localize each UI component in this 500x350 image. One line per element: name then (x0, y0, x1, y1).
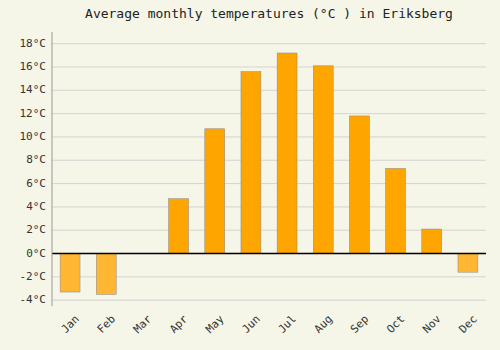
bar (205, 129, 225, 254)
chart: -4°C -2°C 0°C 2°C 4°C 6°C 8°C 10°C 12°C 14°C 16°C 1… (0, 0, 500, 350)
x-tick-label: Mar (131, 312, 155, 336)
bar (422, 229, 442, 253)
x-tick-label: Oct (384, 313, 407, 336)
grid-line (52, 230, 486, 231)
bar (96, 254, 116, 295)
bar (169, 199, 189, 254)
chart-container: -4°C -2°C 0°C 2°C 4°C 6°C 8°C 10°C 12°C 14°C 16°C 1… (0, 0, 500, 350)
grid-line (52, 300, 486, 301)
x-tick-label: Jan (59, 313, 82, 336)
grid-line (52, 113, 486, 114)
x-tick-label: Jun (239, 313, 262, 336)
grid-line (52, 253, 486, 254)
x-tick-label: May (203, 312, 227, 336)
y-tick-label: 10°C (20, 130, 47, 143)
y-tick-label: 0°C (26, 247, 46, 260)
y-tick-label: 16°C (20, 60, 47, 73)
grid-line (52, 160, 486, 161)
y-tick-label: 18°C (20, 37, 47, 50)
background (0, 0, 500, 350)
x-axis-ticks: Jan Feb Mar Apr May Jun Jul Aug Sep Oct Nov Dec (59, 312, 480, 336)
grid-line (52, 276, 486, 277)
y-axis-ticks: -4°C -2°C 0°C 2°C 4°C 6°C 8°C 10°C 12°C 14°C 16°C 1… (20, 37, 47, 307)
y-axis-line (52, 32, 53, 306)
y-tick-label: -4°C (20, 293, 47, 306)
grid (52, 44, 486, 301)
y-tick-label: 14°C (20, 83, 47, 96)
x-tick-label: Sep (348, 313, 371, 336)
y-tick-label: 4°C (26, 200, 46, 213)
y-tick-label: -2°C (20, 270, 47, 283)
x-tick-label: Apr (167, 312, 191, 336)
x-tick-label: Nov (420, 312, 444, 336)
grid-line (52, 206, 486, 207)
x-tick-label: Jul (276, 313, 299, 336)
y-tick-label: 6°C (26, 177, 46, 190)
bar (60, 254, 80, 292)
x-tick-label: Dec (456, 313, 479, 336)
x-tick-label: Aug (312, 313, 335, 336)
y-tick-label: 12°C (20, 107, 47, 120)
bar (313, 66, 333, 254)
title: Average monthly temperatures (°C ) in Er… (85, 6, 453, 21)
grid-line (52, 90, 486, 91)
bar (277, 53, 297, 254)
grid-line (52, 43, 486, 44)
y-tick-label: 8°C (26, 153, 46, 166)
bars (60, 53, 478, 294)
bar (349, 116, 369, 254)
bar (458, 254, 478, 273)
grid-line (52, 183, 486, 184)
bar (386, 168, 406, 253)
x-tick-label: Feb (95, 313, 118, 336)
baseline (52, 253, 486, 255)
grid-line (52, 66, 486, 67)
y-tick-label: 2°C (26, 223, 46, 236)
grid-line (52, 136, 486, 137)
bar (241, 72, 261, 254)
